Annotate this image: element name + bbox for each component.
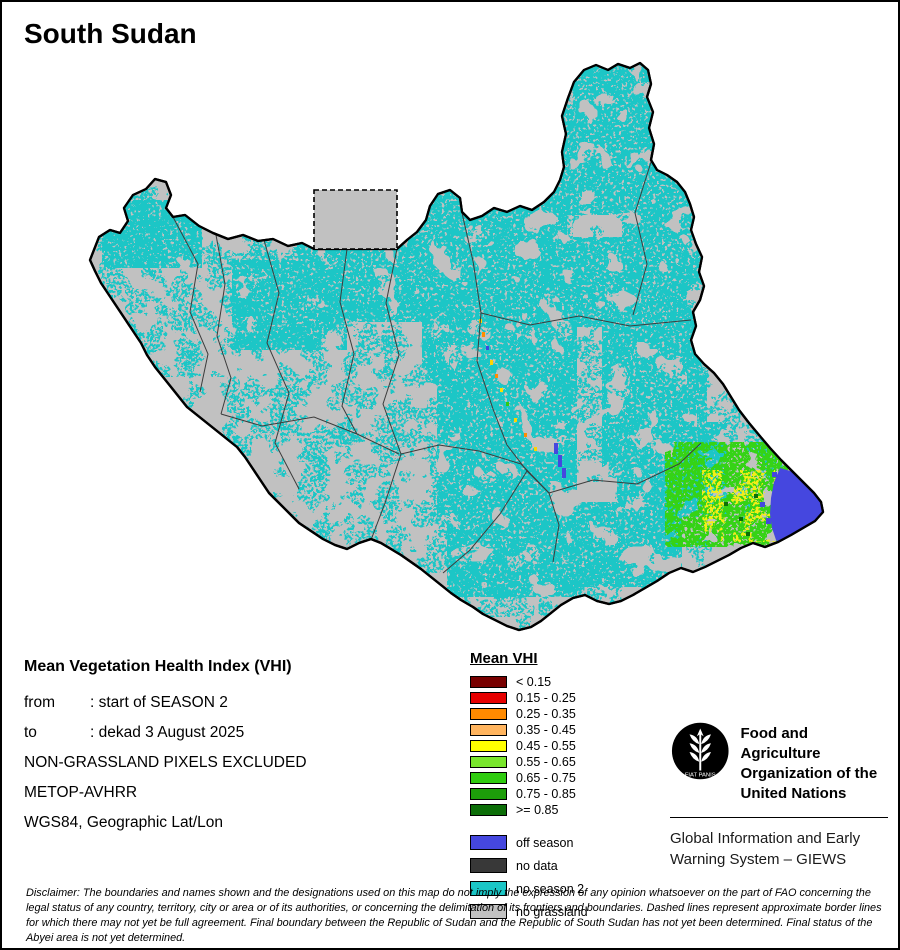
legend-label: no season 2 [516,881,585,896]
river-vhi-pixels [479,319,566,478]
se-darkgreen-pixels [724,494,758,536]
legend-row: < 0.15 [470,674,670,690]
legend-row: 0.45 - 0.55 [470,738,670,754]
legend-swatch [470,692,507,704]
legend-label: < 0.15 [516,675,552,689]
off-season-patch [770,468,823,546]
legend-row: no season 2 [470,877,670,900]
org-block: FIAT PANIS Food and Agriculture Organiza… [670,720,888,870]
legend-row: no data [470,854,670,877]
legend-swatch [470,724,507,736]
legend-label: off season [516,835,574,850]
state-boundaries [172,161,702,574]
south-sudan-map [88,61,825,632]
legend-row: 0.15 - 0.25 [470,690,670,706]
legend-swatch [470,740,507,752]
from-row: from : start of SEASON 2 [24,695,464,711]
vhi-heading: Mean Vegetation Health Index (VHI) [24,658,292,675]
org-name-line: United Nations [740,785,847,802]
legend-label: no data [516,858,558,873]
legend-label: 0.45 - 0.55 [516,739,576,753]
vhi-legend: Mean VHI < 0.15 0.15 - 0.25 0.25 - 0.35 … [470,650,670,923]
vegetation-speckle-dense [102,63,727,597]
legend-row: 0.65 - 0.75 [470,770,670,786]
legend-swatch [470,835,507,850]
legend-extra-group: off season no data no season 2 no grassl… [470,831,670,923]
legend-swatch [470,772,507,784]
legend-row: 0.25 - 0.35 [470,706,670,722]
legend-swatch [470,756,507,768]
fao-logo: FIAT PANIS [671,722,729,780]
legend-label: 0.15 - 0.25 [516,691,576,705]
legend-row: 0.55 - 0.65 [470,754,670,770]
legend-title: Mean VHI [470,650,538,667]
to-label: to [24,724,37,741]
legend-swatch [470,788,507,800]
abyei-dashed-box [313,189,398,250]
legend-swatch [470,804,507,816]
legend-row: off season [470,831,670,854]
legend-label: 0.65 - 0.75 [516,771,576,785]
legend-row: 0.35 - 0.45 [470,722,670,738]
sensor-note: METOP-AVHRR [24,784,138,801]
legend-swatch [470,881,507,896]
org-name: Food and Agriculture Organization of the… [741,720,888,804]
giews-line: Global Information and Early [670,830,861,847]
legend-swatch [470,904,507,919]
legend-label: no grassland [516,904,588,919]
to-row: to : dekad 3 August 2025 [24,725,464,741]
org-name-line: Organization of the [740,765,878,782]
legend-swatch [470,676,507,688]
from-label: from [24,694,55,711]
org-divider [670,817,888,818]
legend-label: 0.35 - 0.45 [516,723,576,737]
legend-swatch [470,858,507,873]
giews-subtitle: Global Information and Early Warning Sys… [670,828,888,870]
legend-row: 0.75 - 0.85 [470,786,670,802]
map-info-block: Mean Vegetation Health Index (VHI) from:… [24,658,464,845]
legend-label: 0.25 - 0.35 [516,707,576,721]
legend-label: 0.55 - 0.65 [516,755,576,769]
projection-note: WGS84, Geographic Lat/Lon [24,814,224,831]
legend-swatch [470,708,507,720]
legend-label: 0.75 - 0.85 [516,787,576,801]
org-name-line: Food and Agriculture [740,725,821,762]
off-season-specks [760,472,777,524]
legend-row: no grassland [470,900,670,923]
legend-row: >= 0.85 [470,802,670,818]
disclaimer-text: Disclaimer: The boundaries and names sho… [26,887,882,945]
from-value: : start of SEASON 2 [90,694,228,711]
svg-text:FIAT PANIS: FIAT PANIS [685,772,716,778]
giews-line: Warning System – GIEWS [670,851,847,868]
page-title: South Sudan [24,18,197,49]
to-value: : dekad 3 August 2025 [90,724,245,741]
non-grassland-note: NON-GRASSLAND PIXELS EXCLUDED [24,754,307,771]
legend-label: >= 0.85 [516,803,559,817]
